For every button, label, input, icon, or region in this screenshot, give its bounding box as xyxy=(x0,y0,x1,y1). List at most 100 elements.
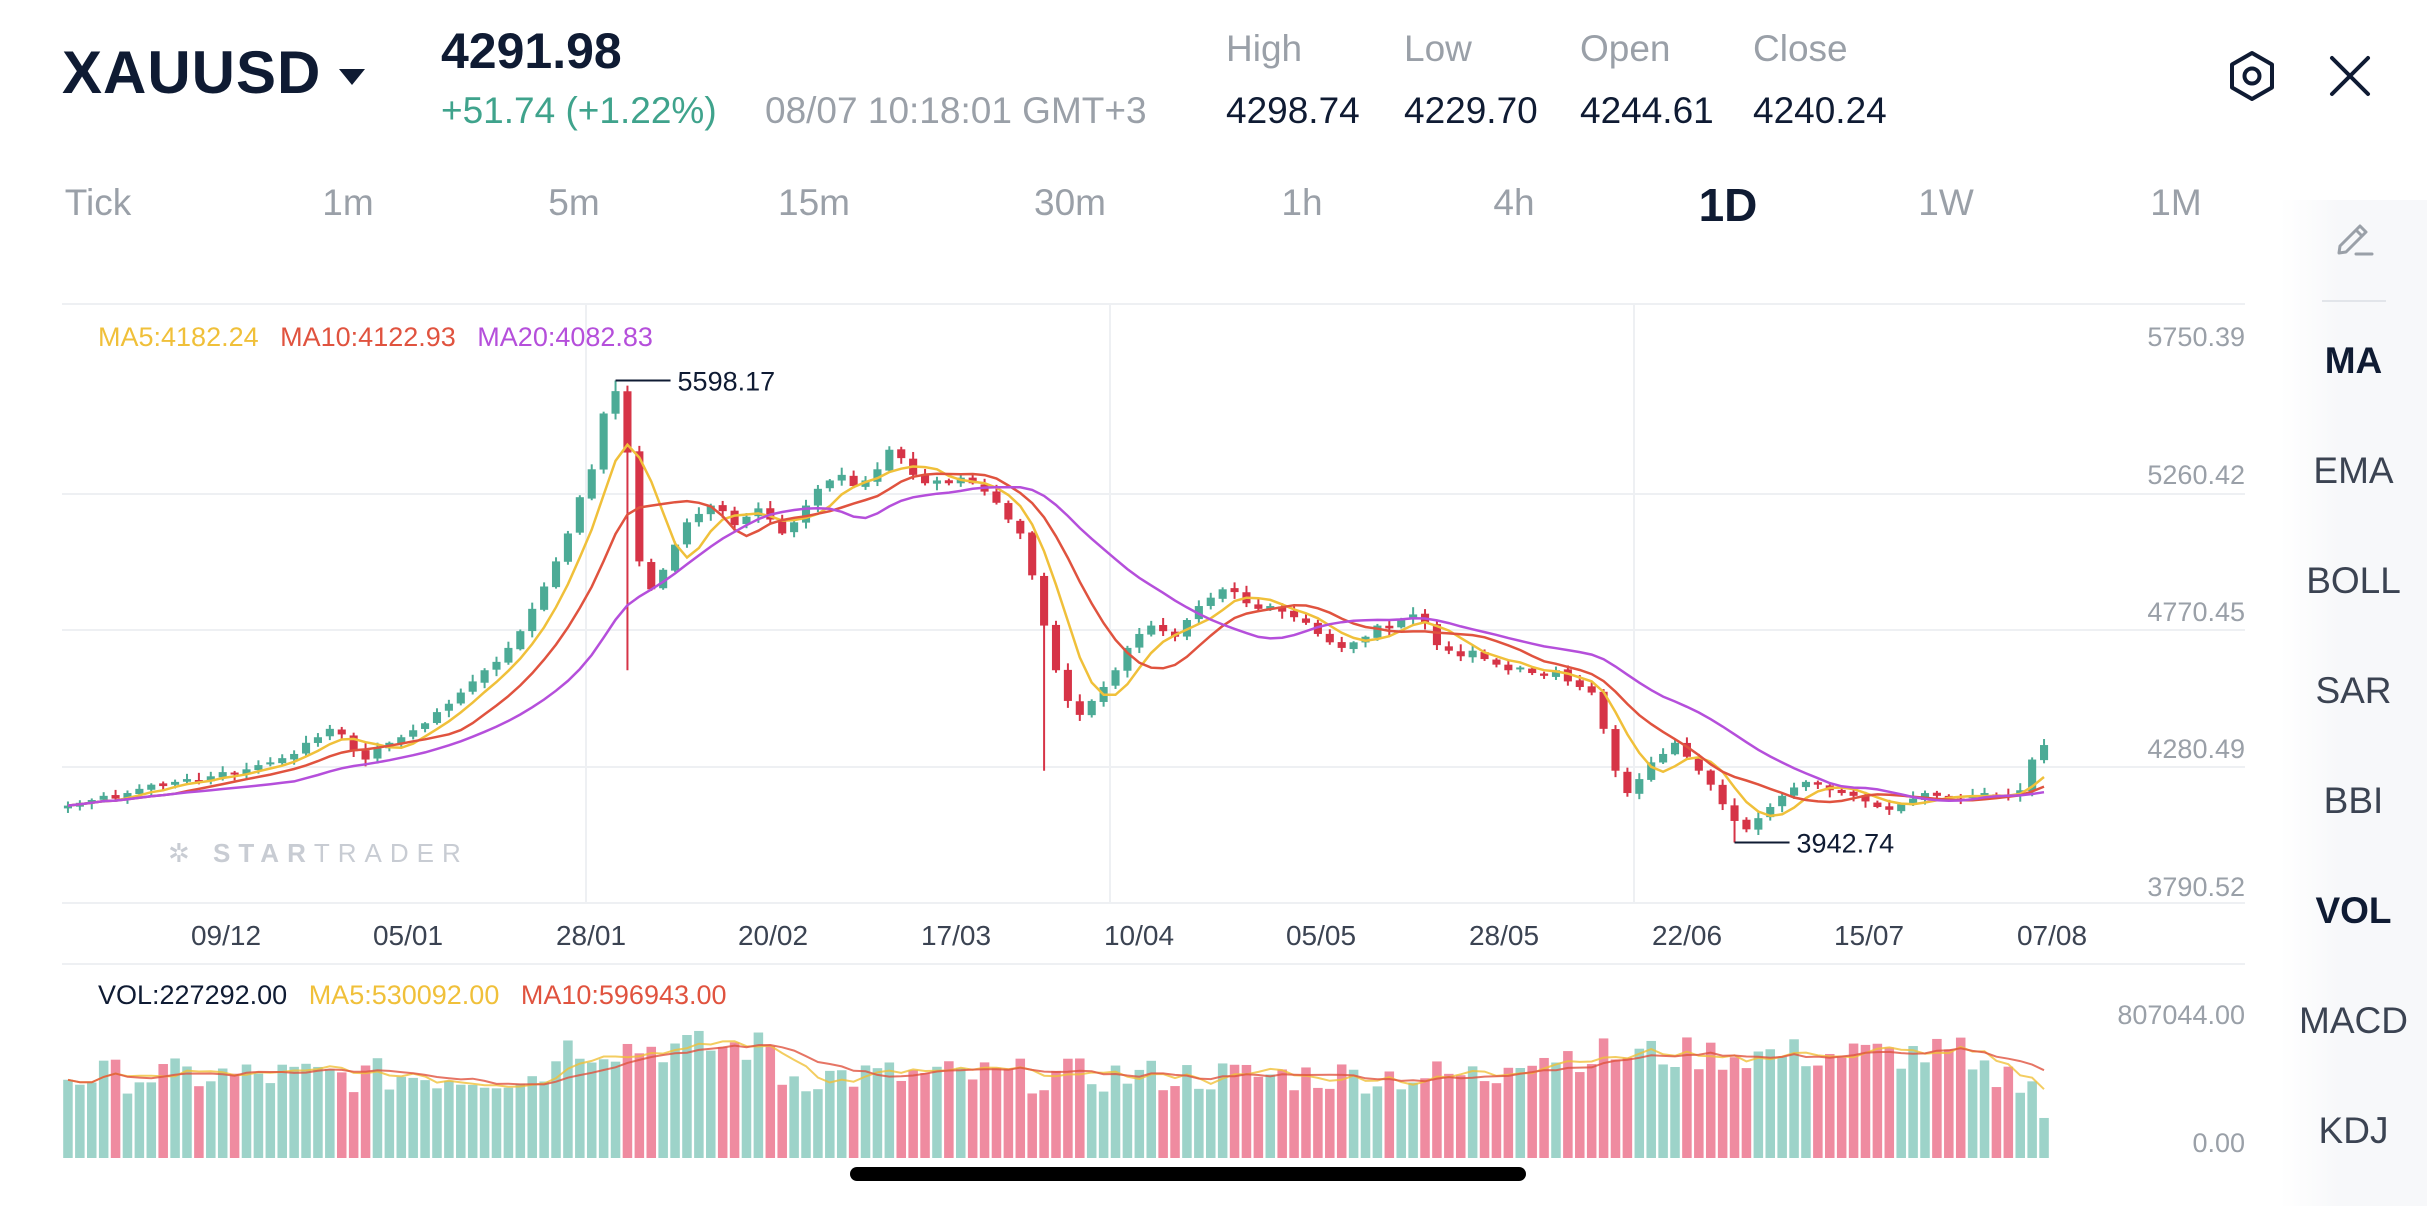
volume-bar xyxy=(1777,1056,1787,1158)
volume-bar xyxy=(146,1082,157,1158)
volume-bar xyxy=(313,1066,323,1158)
volume-bar xyxy=(1086,1084,1097,1158)
candle-body xyxy=(325,728,334,737)
indicator-boll[interactable]: BOLL xyxy=(2306,560,2401,601)
volume-bar xyxy=(1539,1057,1549,1158)
candle-body xyxy=(182,779,192,782)
candle-body xyxy=(623,391,632,453)
candle-body xyxy=(1611,729,1620,771)
symbol-selector[interactable]: XAUUSD xyxy=(62,38,366,107)
tab-1w[interactable]: 1W xyxy=(1918,182,1974,223)
watermark-light-text: TRADER xyxy=(313,838,469,868)
candle-body xyxy=(337,729,346,735)
candle-body xyxy=(278,758,287,764)
volume-bar xyxy=(1051,1070,1061,1158)
volume-bar xyxy=(586,1062,597,1158)
tab-1h[interactable]: 1h xyxy=(1281,182,1323,223)
settings-hexagon-icon[interactable] xyxy=(2226,50,2278,107)
volume-bar xyxy=(1801,1066,1811,1158)
candle-body xyxy=(1135,633,1144,648)
candle-body xyxy=(1540,673,1549,676)
tab-30m[interactable]: 30m xyxy=(1034,182,1106,223)
candle-body xyxy=(1813,782,1822,785)
volume-bar xyxy=(741,1059,752,1158)
volume-bar xyxy=(1622,1057,1633,1158)
volume-bar xyxy=(479,1087,490,1158)
candle-body xyxy=(706,505,715,515)
close-icon[interactable] xyxy=(2328,54,2372,103)
watermark-star-icon: ✲ xyxy=(168,838,214,868)
volume-bar xyxy=(1122,1083,1133,1158)
tab-4h[interactable]: 4h xyxy=(1493,182,1535,223)
volume-bar xyxy=(444,1080,454,1158)
volume-bar xyxy=(1682,1037,1692,1158)
volume-bar xyxy=(789,1076,799,1158)
candle-body xyxy=(87,800,96,803)
volume-bar xyxy=(1170,1086,1180,1158)
volume-bar xyxy=(1158,1090,1168,1158)
volume-bar xyxy=(110,1059,121,1158)
volume-bar xyxy=(134,1082,145,1158)
y-axis-label: 4770.45 xyxy=(2147,597,2245,627)
candle-body xyxy=(1254,604,1263,609)
volume-bar xyxy=(170,1058,180,1158)
volume-bar xyxy=(336,1072,347,1158)
candle-body xyxy=(135,788,144,794)
volume-bar xyxy=(956,1067,966,1158)
candle-body xyxy=(1920,793,1930,800)
candle-body xyxy=(171,781,180,785)
volume-bar xyxy=(896,1080,907,1158)
volume-bar xyxy=(1444,1073,1454,1158)
volume-bar xyxy=(622,1043,633,1158)
candle-body xyxy=(1492,659,1501,665)
side-divider xyxy=(2322,300,2386,302)
candle-body xyxy=(111,795,120,799)
candle-body xyxy=(790,522,799,533)
indicator-macd[interactable]: MACD xyxy=(2299,1000,2408,1041)
tab-1M[interactable]: 1M xyxy=(2150,182,2202,223)
volume-bar xyxy=(1967,1069,1978,1158)
indicator-ema[interactable]: EMA xyxy=(2313,450,2394,491)
volume-bar xyxy=(1836,1057,1847,1158)
candle-body xyxy=(480,670,489,683)
indicator-bbi[interactable]: BBI xyxy=(2323,780,2384,821)
moving-average-lines xyxy=(67,442,2045,818)
tab-15m[interactable]: 15m xyxy=(778,182,850,223)
x-axis-label: 28/01 xyxy=(555,920,627,951)
indicator-vol[interactable]: VOL xyxy=(2315,890,2392,931)
draw-pencil-icon[interactable] xyxy=(2332,216,2376,265)
volume-bar xyxy=(682,1035,692,1158)
volume-bar xyxy=(1384,1071,1395,1158)
candle-body xyxy=(266,762,275,765)
tab-1d[interactable]: 1D xyxy=(1698,179,1758,231)
tab-5m[interactable]: 5m xyxy=(548,182,600,223)
volume-bar xyxy=(1920,1062,1930,1158)
volume-bar xyxy=(325,1069,335,1158)
candle-body xyxy=(1706,770,1715,785)
candle-body xyxy=(1980,793,1989,796)
candle-body xyxy=(1397,620,1406,628)
tab-tick[interactable]: Tick xyxy=(64,182,132,223)
volume-bar xyxy=(1586,1064,1597,1158)
candle-body xyxy=(1444,646,1453,651)
candle-body xyxy=(1278,606,1287,612)
volume-bar xyxy=(694,1030,704,1158)
indicator-kdj[interactable]: KDJ xyxy=(2318,1110,2389,1151)
x-axis-label: 20/02 xyxy=(737,920,809,951)
volume-bar xyxy=(1229,1064,1240,1158)
candle-body xyxy=(885,449,894,471)
volume-bar xyxy=(396,1076,407,1158)
candle-body xyxy=(778,518,787,534)
tab-1m[interactable]: 1m xyxy=(322,182,374,223)
volume-bar xyxy=(515,1083,526,1158)
indicator-ma[interactable]: MA xyxy=(2324,340,2383,381)
volume-bars xyxy=(63,1030,2049,1158)
candle-body xyxy=(468,681,477,692)
candle-body xyxy=(349,735,358,752)
indicator-sar[interactable]: SAR xyxy=(2315,670,2392,711)
candle-body xyxy=(1516,667,1525,670)
candle-body xyxy=(611,391,620,414)
candle-body xyxy=(1159,624,1168,632)
vol-ma10-line xyxy=(67,1043,2045,1086)
